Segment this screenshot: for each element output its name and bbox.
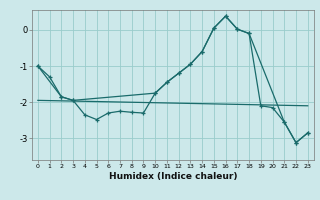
X-axis label: Humidex (Indice chaleur): Humidex (Indice chaleur) xyxy=(108,172,237,181)
